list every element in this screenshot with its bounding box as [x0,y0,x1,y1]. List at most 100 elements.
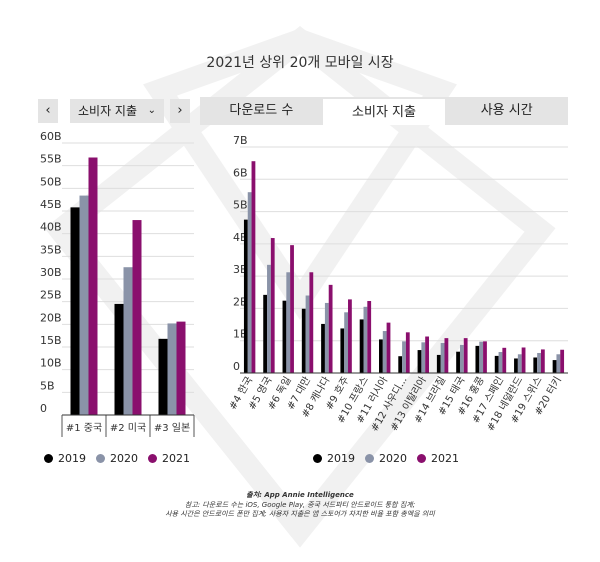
note-line-2: 사용 시간은 안드로이드 폰만 집계; 사용자 지출은 앱 스토어가 차지한 비… [165,510,435,518]
category-label: #3 일본 [154,422,190,434]
bar-2020 [402,341,406,373]
y-tick-label: 3B [233,263,248,276]
legend-item-2021: 2021 [417,452,459,465]
y-tick-label: 30B [40,266,62,279]
legend-swatch [313,454,322,463]
bar-2019 [243,219,248,373]
bar-2021 [176,321,186,415]
bar-2019 [340,328,345,373]
category-label: #2 미국 [110,422,146,434]
bar-2020 [267,264,271,373]
bar-2020 [247,192,252,373]
bar-2019 [514,358,518,373]
y-tick-label: 0 [233,360,240,373]
bar-2021 [502,347,507,373]
metric-dropdown-label: 소비자 지출 [78,104,138,118]
bar-2019 [70,207,80,415]
bar-2021 [386,322,391,373]
bar-2020 [517,354,522,373]
y-tick-label: 50B [40,175,62,188]
bar-2020 [459,344,464,373]
bar-2021 [348,299,352,373]
legend-item-2019: 2019 [313,452,355,465]
y-tick-label: 10B [40,357,62,370]
tab-consumer-spend[interactable]: 소비자 지출 [322,97,446,125]
bar-2019 [158,338,168,415]
y-tick-label: 0 [40,402,47,415]
bar-2020 [498,352,503,373]
legend-item-2019: 2019 [44,452,86,465]
bar-2021 [290,245,294,373]
bar-2020 [167,323,177,415]
tab-time-spent[interactable]: 사용 시간 [480,103,533,118]
bar-2019 [301,308,306,373]
y-tick-label: 1B [233,328,248,341]
bar-2020 [123,267,133,415]
chart-title: 2021년 상위 20개 모바일 시장 [206,55,394,71]
y-tick-label: 4B [233,231,248,244]
legend-swatch [365,454,374,463]
metric-dropdown[interactable]: 소비자 지출 ⌄ [70,99,164,123]
legend-item-2020: 2020 [365,452,407,465]
legend-swatch [44,454,53,463]
bar-2019 [321,323,325,373]
y-tick-label: 45B [40,198,62,211]
bar-2020 [421,342,426,373]
bar-2020 [363,306,368,373]
legend-swatch [148,454,157,463]
bar-2019 [417,350,422,373]
y-tick-label: 35B [40,243,62,256]
bar-2020 [305,295,310,373]
bar-2019 [359,319,364,373]
legend-right: 2019 2020 2021 [313,452,469,465]
next-market-button[interactable]: › [170,99,190,123]
bar-2019 [282,300,287,373]
footnotes: 출처: App Annie Intelligence 참고: 다운로드 수는 i… [0,491,600,520]
bar-2021 [309,272,314,373]
bar-2019 [436,354,441,373]
top3-spend-chart: 0 5B 10B 15B 20B 25B 30B 35B 40B 45B 50B 55B 60B #1 중… [40,130,195,437]
bar-2019 [379,339,383,373]
bar-2021 [405,332,410,373]
note-line-1: 참고: 다운로드 수는 iOS, Google Play, 중국 서드파티 안드… [184,500,416,509]
bar-2019 [398,356,403,373]
bar-2021 [521,347,526,373]
y-tick-label: 6B [233,166,248,179]
source-note: 출처: App Annie Intelligence [246,491,354,499]
bar-2019 [552,360,557,373]
prev-market-button[interactable]: ‹ [38,99,58,123]
bar-2021 [328,284,333,373]
bar-2021 [540,349,545,373]
bar-2021 [132,220,142,415]
bar-2020 [556,354,561,373]
chevron-down-icon: ⌄ [147,105,156,116]
bar-2021 [463,338,468,373]
bar-2021 [88,157,98,416]
metric-tabs: 다운로드 수 소비자 지출 사용 시간 [200,97,568,125]
bar-2021 [425,336,429,373]
bar-2019 [494,355,499,373]
legend-item-2021: 2021 [148,452,190,465]
bar-2020 [286,272,291,373]
bar-2020 [324,302,329,373]
bar-2019 [533,357,538,373]
bar-2021 [367,301,372,373]
legend-item-2020: 2020 [96,452,138,465]
bar-2019 [475,345,480,373]
y-tick-label: 15B [40,334,62,347]
bar-2020 [344,312,349,373]
y-tick-label: 5B [233,199,248,212]
bar-2021 [483,341,487,373]
legend-swatch [96,454,105,463]
y-tick-label: 55B [40,153,62,166]
bar-2021 [560,349,565,373]
bar-2019 [114,303,124,415]
bar-2020 [79,195,89,415]
bar-2019 [263,294,268,373]
tab-downloads[interactable]: 다운로드 수 [229,103,294,118]
bar-2021 [251,161,256,373]
category-label: #1 중국 [66,422,102,434]
y-tick-label: 20B [40,311,62,324]
y-tick-label: 7B [233,134,248,147]
